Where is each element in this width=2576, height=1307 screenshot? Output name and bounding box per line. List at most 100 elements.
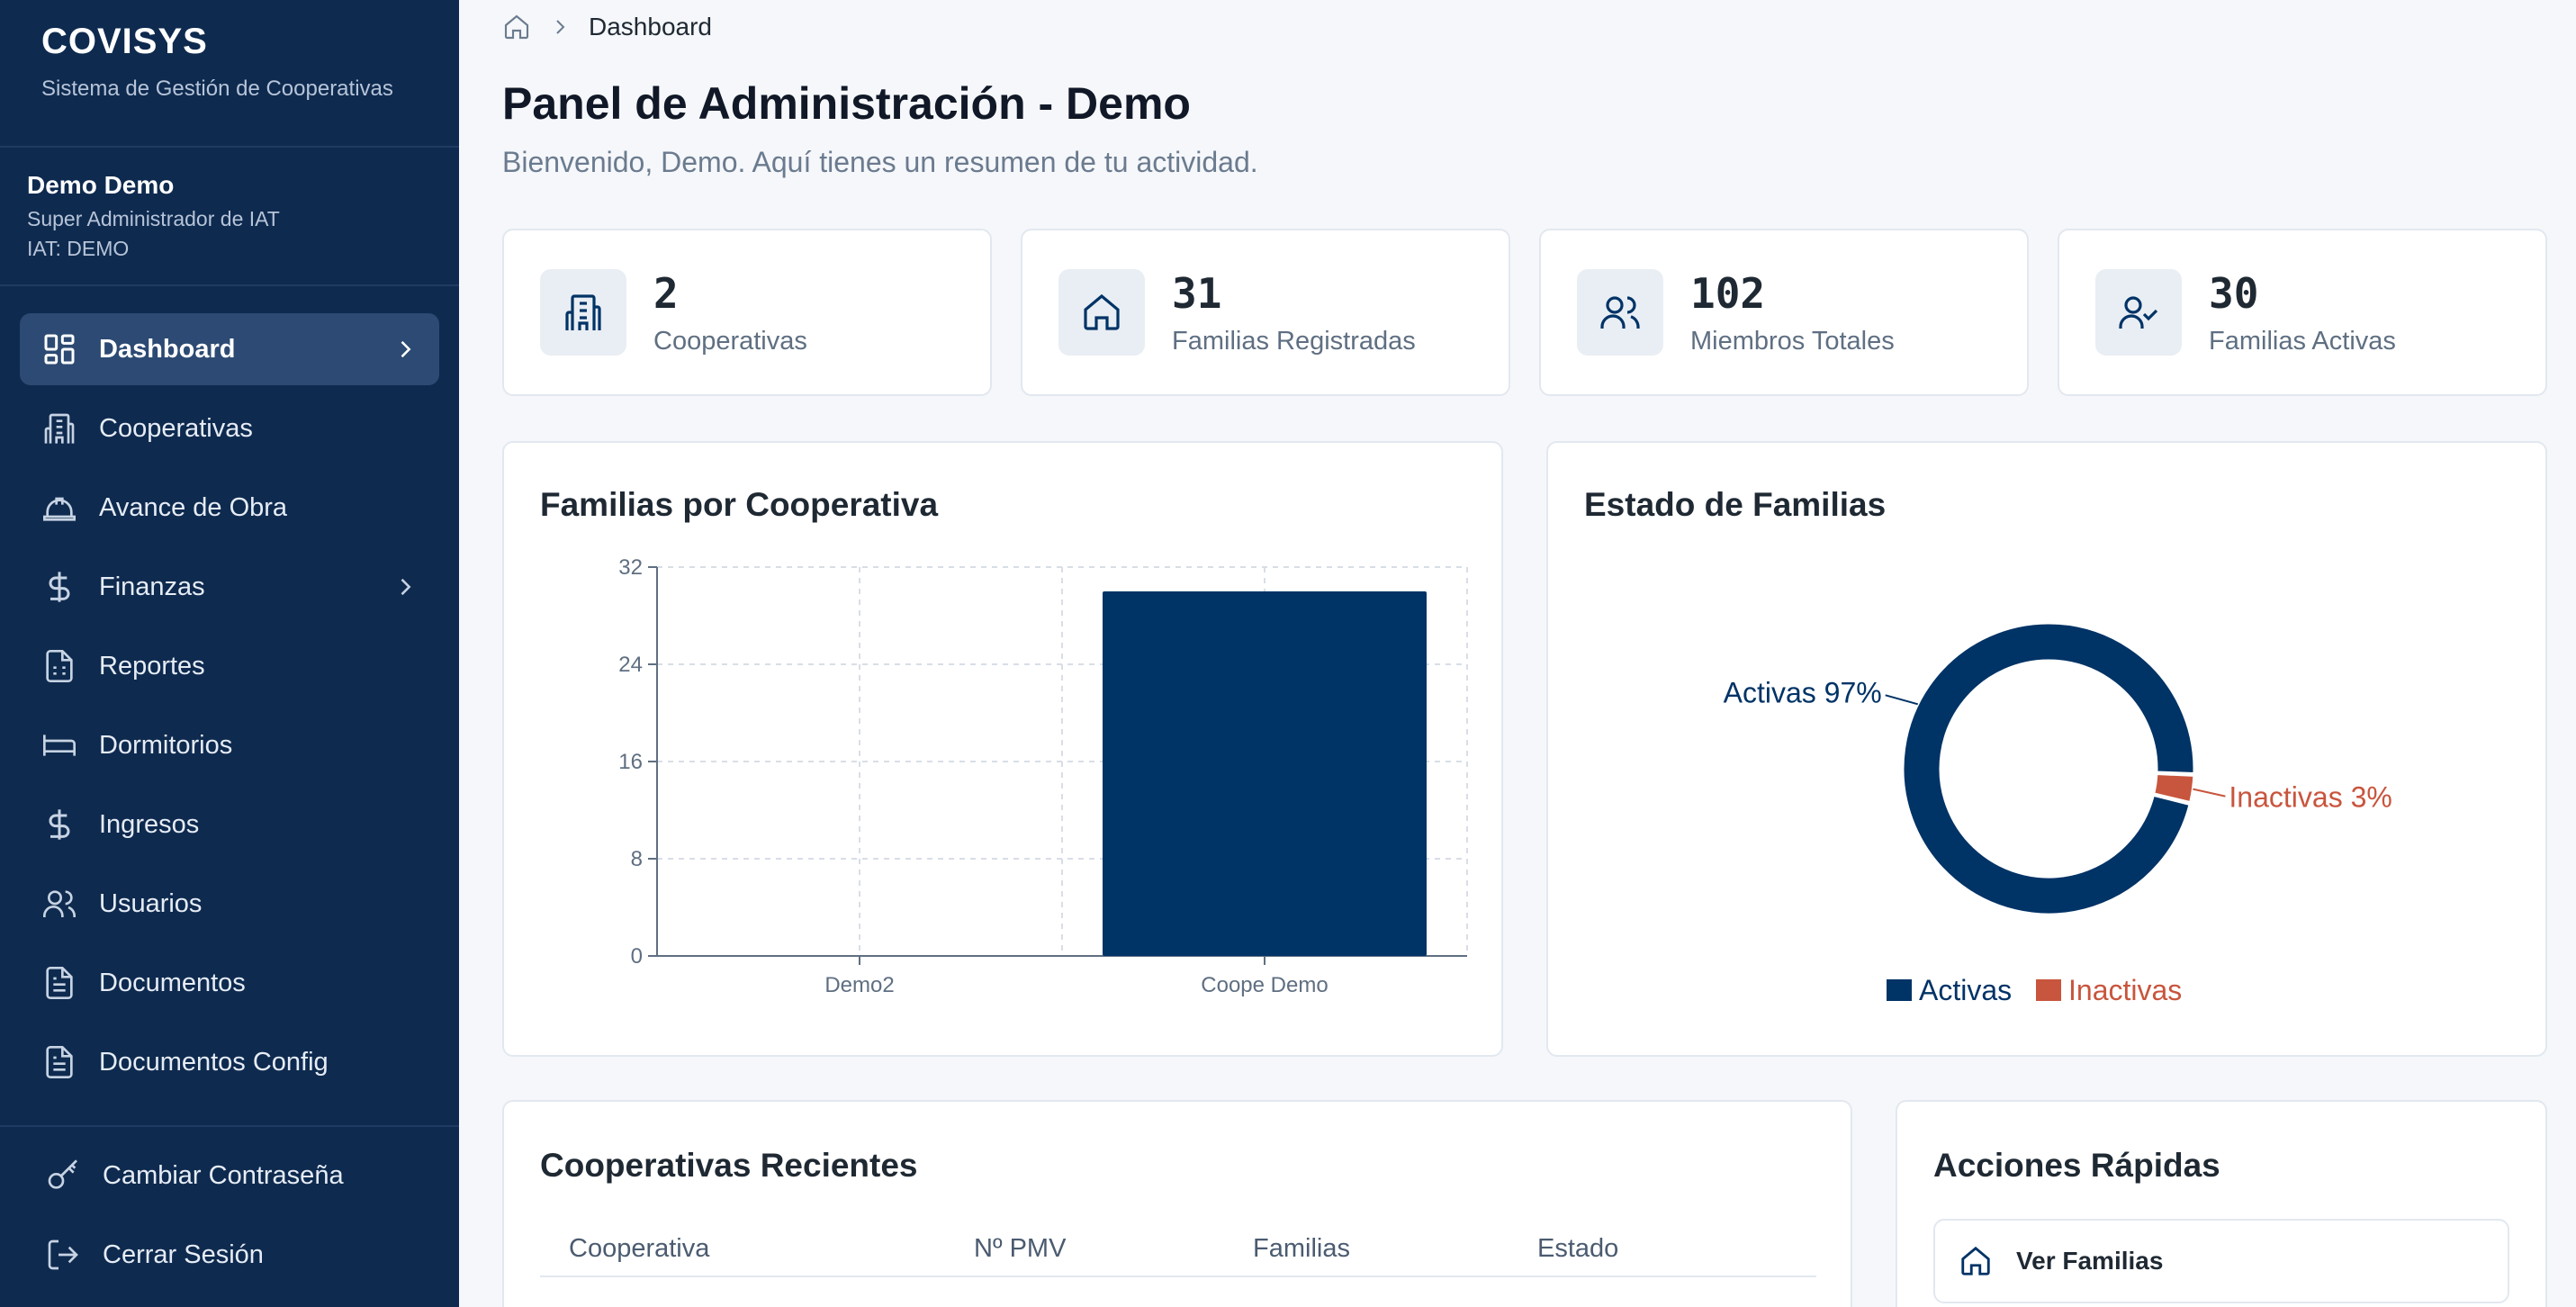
page-title: Panel de Administración - Demo (502, 78, 1191, 129)
chevron-right-icon (401, 578, 411, 596)
quick-actions-title: Acciones Rápidas (1933, 1147, 2220, 1184)
user-role: Super Administrador de IAT (27, 207, 280, 230)
stat-card-familias-registradas: 31 Familias Registradas (1021, 229, 1510, 396)
ver-familias-button[interactable]: Ver Familias (1933, 1219, 2509, 1303)
column-header[interactable]: Nº PMV (974, 1234, 1067, 1263)
legend-label: Activas (1919, 974, 2012, 1006)
stat-card-cooperativas: 2 Cooperativas (502, 229, 992, 396)
brand: COVISYS Sistema de Gestión de Cooperativ… (0, 0, 459, 148)
document-icon (46, 967, 73, 999)
sidebar-item-finanzas[interactable]: Finanzas (20, 551, 439, 623)
stat-label: Miembros Totales (1690, 326, 1895, 356)
sidebar-item-label: Finanzas (99, 572, 205, 601)
breadcrumb: Dashboard (502, 13, 712, 41)
column-header[interactable]: Familias (1253, 1234, 1350, 1263)
breadcrumb-current: Dashboard (589, 13, 712, 41)
main-content: Dashboard Panel de Administración - Demo… (459, 0, 2576, 1307)
user-check-icon (2119, 296, 2158, 329)
legend-swatch (1887, 979, 1912, 1001)
y-tick-label: 24 (618, 653, 643, 677)
report-icon (46, 650, 73, 682)
sidebar-item-usuarios[interactable]: Usuarios (20, 868, 439, 940)
y-tick-label: 16 (618, 750, 643, 774)
stat-value: 30 (2209, 268, 2259, 318)
bar[interactable] (1103, 591, 1427, 956)
home-icon[interactable] (502, 13, 531, 41)
user-name: Demo Demo (27, 171, 175, 199)
sidebar-bottom: Cambiar Contraseña Cerrar Sesión (0, 1125, 459, 1307)
sidebar-item-label: Documentos Config (99, 1047, 329, 1077)
stat-label: Familias Registradas (1172, 326, 1416, 356)
brand-title: COVISYS (41, 22, 208, 61)
pie-slice-label: Inactivas 3% (2229, 781, 2391, 814)
quick-actions-card: Acciones Rápidas Ver Familias (1896, 1100, 2547, 1307)
recent-table: Cooperativa Nº PMV Familias Estado (540, 1222, 1816, 1277)
logout-button[interactable]: Cerrar Sesión (20, 1219, 439, 1291)
stat-card-familias-activas: 30 Familias Activas (2058, 229, 2547, 396)
users-icon (1600, 296, 1640, 329)
y-tick-label: 32 (618, 555, 643, 580)
sidebar-item-dashboard[interactable]: Dashboard (20, 313, 439, 385)
hardhat-icon (43, 497, 76, 521)
sidebar-item-label: Usuarios (99, 888, 203, 918)
logout-icon (48, 1239, 78, 1270)
page-subtitle: Bienvenido, Demo. Aquí tienes un resumen… (502, 146, 1258, 178)
sidebar-item-dormitorios[interactable]: Dormitorios (20, 709, 439, 781)
sidebar-item-avance-de-obra[interactable]: Avance de Obra (20, 472, 439, 544)
legend-label: Inactivas (2068, 974, 2182, 1006)
sidebar-item-cooperativas[interactable]: Cooperativas (20, 392, 439, 464)
pie-leader-line (2193, 788, 2226, 798)
dollar-icon (49, 809, 70, 840)
user-iat: IAT: DEMO (27, 237, 130, 260)
y-tick-label: 0 (631, 944, 643, 969)
pie-chart: Activas 97% Inactivas 3% Activas Inactivas (1724, 621, 2392, 1006)
legend-swatch (2036, 979, 2061, 1001)
key-icon (48, 1159, 77, 1189)
pie-slice-label: Activas 97% (1724, 676, 1882, 708)
building-icon (565, 294, 601, 330)
sidebar-nav: Dashboard Cooperativas Avance de Obra Fi… (0, 286, 459, 1098)
home-icon (1084, 293, 1120, 330)
column-header[interactable]: Estado (1537, 1234, 1619, 1263)
sidebar-item-label: Cooperativas (99, 413, 253, 443)
stat-value: 2 (653, 268, 679, 318)
logout-label: Cerrar Sesión (103, 1239, 264, 1269)
chevron-right-icon (401, 340, 411, 358)
sidebar-item-documentos[interactable]: Documentos (20, 947, 439, 1019)
bed-icon (43, 735, 76, 756)
brand-subtitle: Sistema de Gestión de Cooperativas (41, 77, 393, 101)
ver-familias-label: Ver Familias (2016, 1247, 2164, 1275)
stat-card-miembros-totales: 102 Miembros Totales (1539, 229, 2029, 396)
users-icon (43, 890, 76, 917)
user-info: Demo Demo Super Administrador de IAT IAT… (0, 148, 459, 286)
change-password-button[interactable]: Cambiar Contraseña (20, 1140, 439, 1212)
building-icon (44, 413, 75, 444)
recent-cooperatives-card: Cooperativas Recientes Cooperativa Nº PM… (502, 1100, 1852, 1307)
sidebar-item-ingresos[interactable]: Ingresos (20, 789, 439, 861)
stat-value: 31 (1172, 268, 1222, 318)
sidebar-item-label: Avance de Obra (99, 492, 288, 522)
sidebar: COVISYS Sistema de Gestión de Cooperativ… (0, 0, 459, 1307)
x-tick-label: Demo2 (824, 973, 894, 997)
change-password-label: Cambiar Contraseña (103, 1160, 344, 1190)
dollar-icon (49, 572, 70, 602)
pie-slice[interactable] (1901, 621, 2196, 916)
sidebar-item-label: Dashboard (99, 334, 236, 364)
bar-chart: 0 8 16 24 32 Demo2 Coope Demo (618, 555, 1468, 997)
pie-chart-title: Estado de Familias (1584, 486, 1887, 523)
sidebar-item-label: Dormitorios (99, 730, 233, 760)
chevron-right-icon (556, 20, 565, 34)
sidebar-item-label: Ingresos (99, 809, 200, 839)
x-tick-label: Coope Demo (1201, 973, 1328, 997)
bar-chart-card: Familias por Cooperativa 0 8 16 24 32 Demo2 Co… (502, 441, 1503, 1057)
sidebar-item-reportes[interactable]: Reportes (20, 630, 439, 702)
column-header[interactable]: Cooperativa (569, 1234, 710, 1263)
sidebar-item-label: Documentos (99, 968, 246, 997)
y-tick-label: 8 (631, 847, 643, 871)
bar-chart-title: Familias por Cooperativa (540, 486, 939, 523)
stat-value: 102 (1690, 268, 1766, 318)
home-icon (1961, 1246, 1990, 1275)
sidebar-item-documentos-config[interactable]: Documentos Config (20, 1026, 439, 1098)
recent-title: Cooperativas Recientes (540, 1147, 918, 1184)
stat-label: Cooperativas (653, 326, 807, 356)
